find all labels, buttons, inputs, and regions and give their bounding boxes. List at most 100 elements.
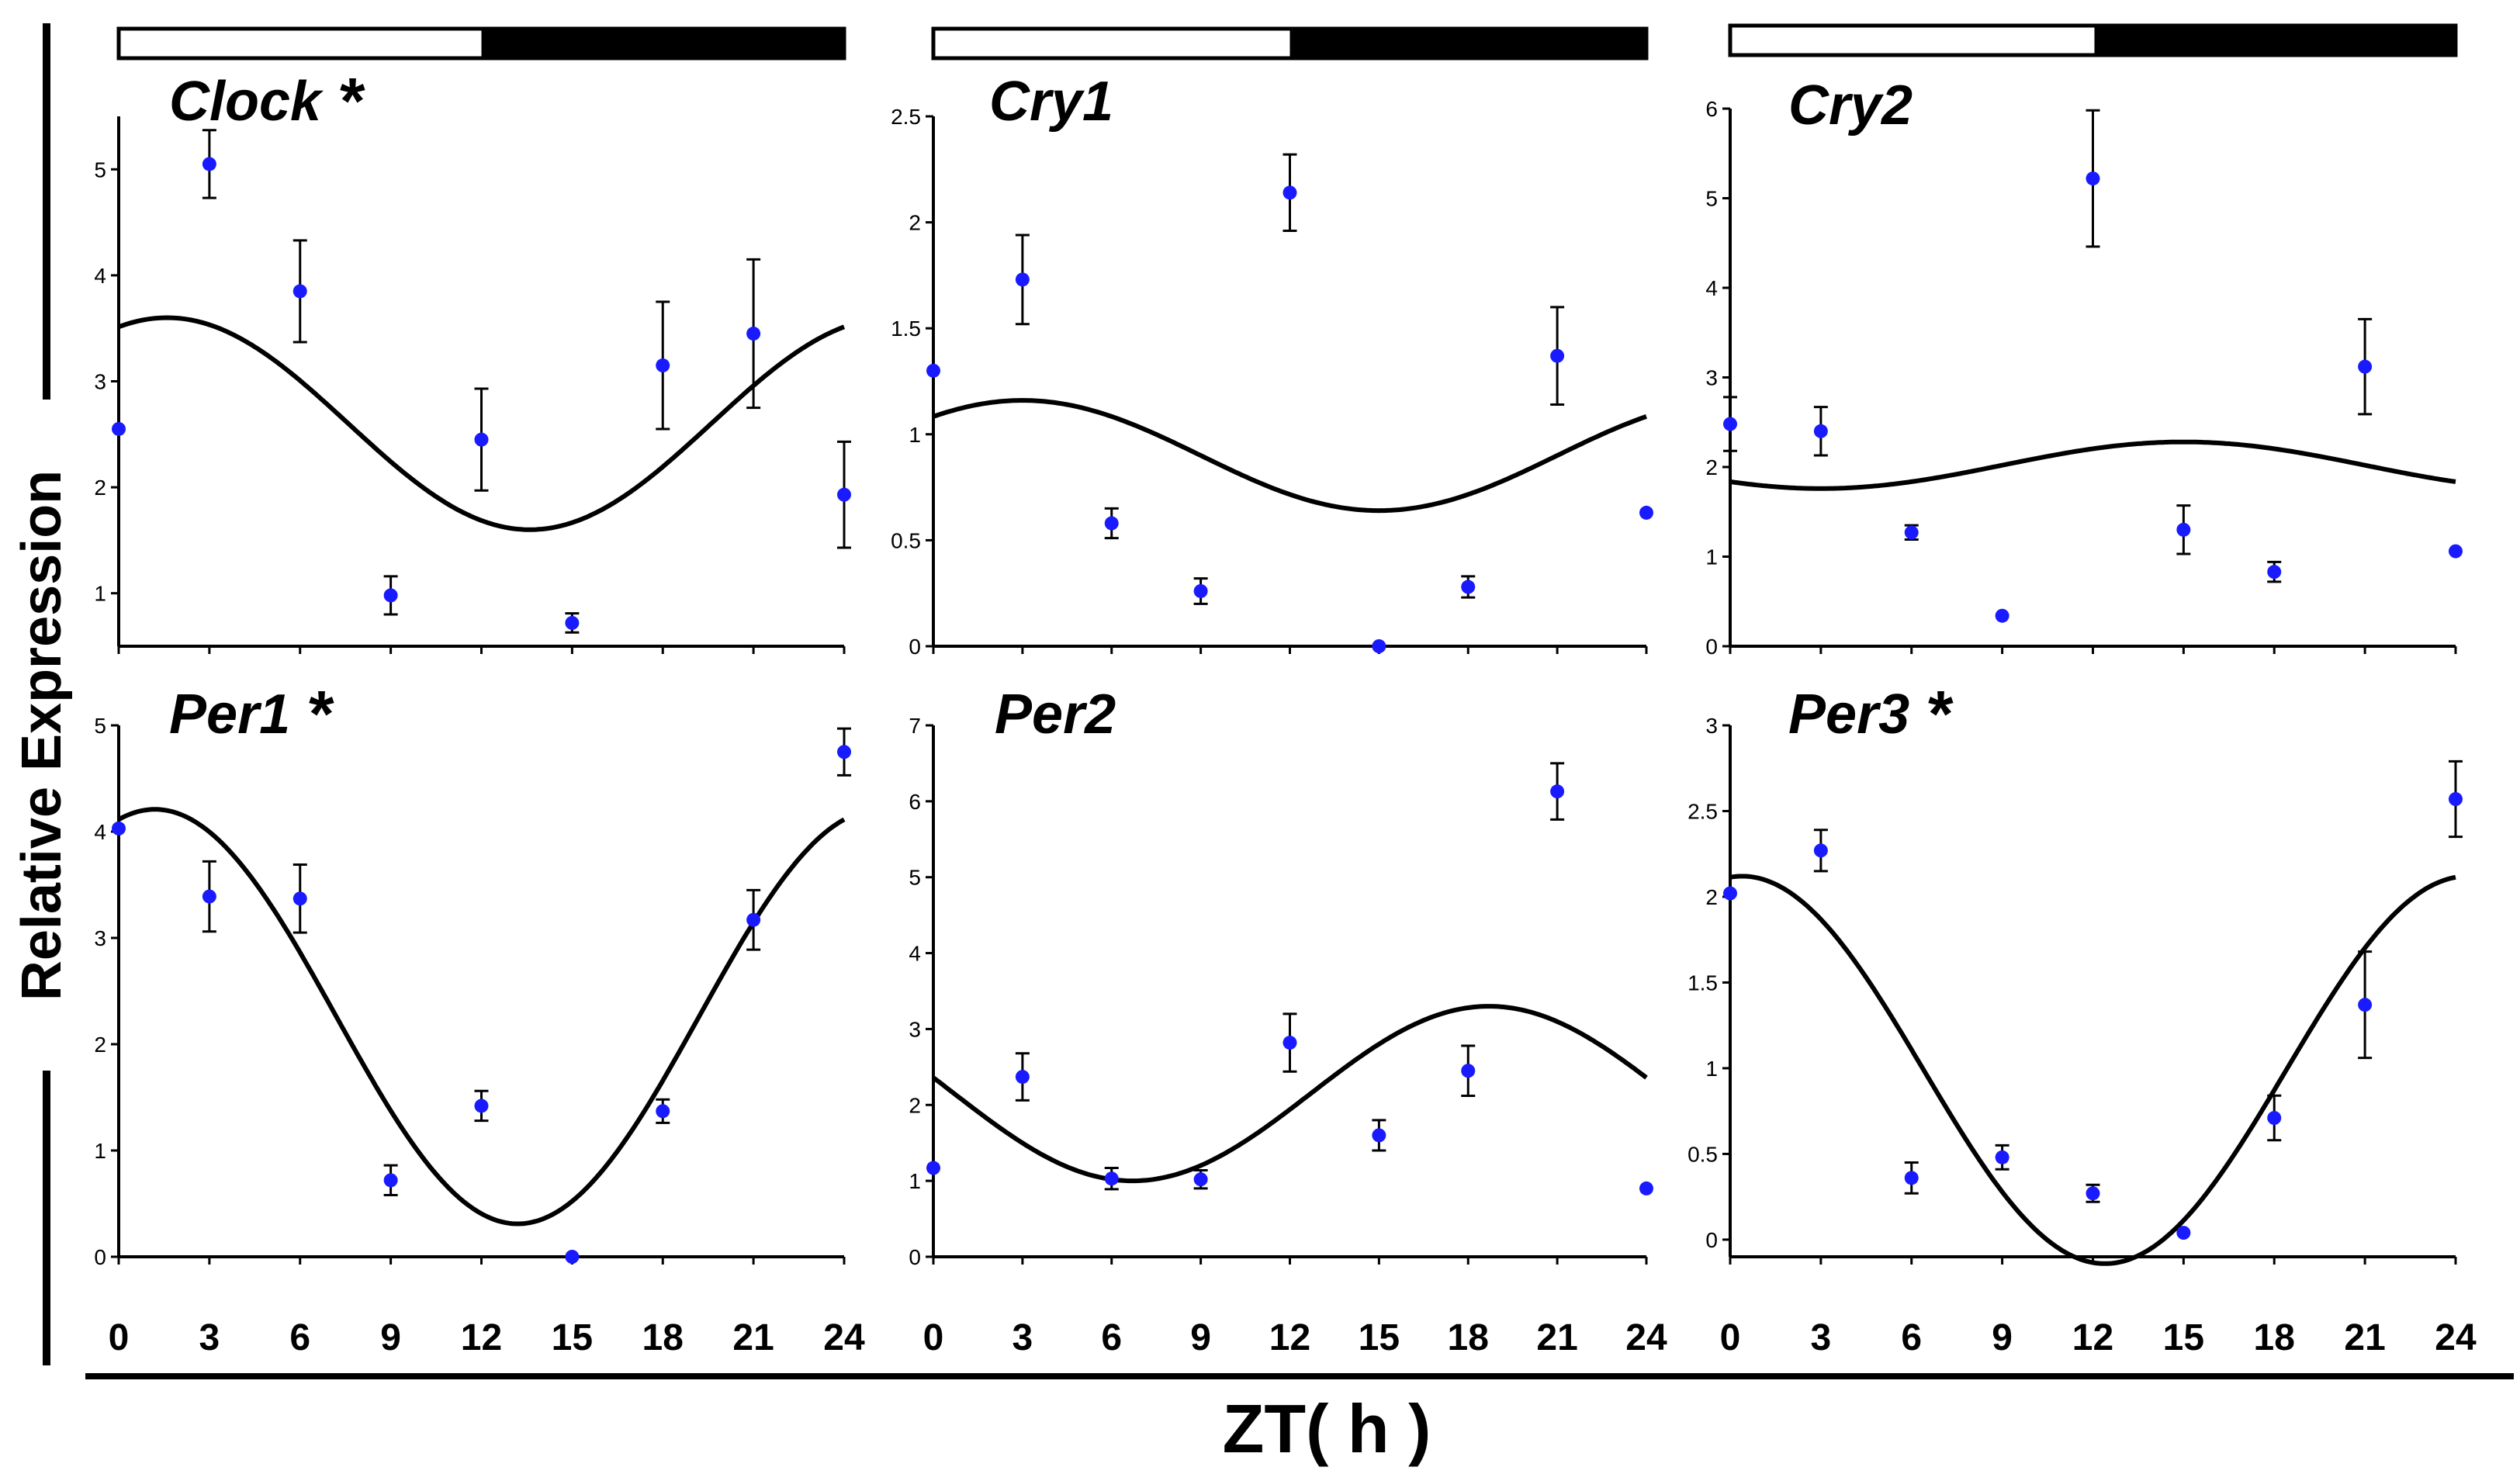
light-dark-bar-1 [116,26,846,61]
y-tick-label: 2 [909,211,921,235]
y-tick-label: 4 [909,942,921,966]
panel-cry1: 0 0.5 1 1.5 2 2.5 Cry1 [891,71,1653,659]
panel-clock: 1 2 3 4 5 Clock * [94,64,851,654]
y-tick-label: 3 [909,1017,921,1041]
data-point [2449,544,2463,559]
y-tick-label: 2 [94,476,106,500]
y-tick-label: 0.5 [1688,1142,1718,1166]
y-tick-label: 5 [1705,187,1718,211]
fit-curve [932,1004,1648,1184]
y-tick-label: 1.5 [891,317,921,341]
y-tick-label: 2 [1705,885,1718,909]
data-point [112,421,126,436]
data-point [383,588,398,603]
dark-phase-1 [481,26,846,61]
y-tick-label: 4 [94,264,106,288]
data-point [1372,1128,1386,1143]
data-point [1813,424,1828,438]
data-point [2267,1111,2282,1126]
x-tick-label: 18 [642,1317,684,1358]
fit-curve [933,398,1647,514]
data-point [383,1173,398,1188]
data-point [1461,1064,1476,1078]
y-tick-label: 3 [1705,366,1718,390]
y-tick-label: 4 [94,820,106,844]
data-point [2176,1226,2191,1240]
light-dark-bar-2 [931,26,1649,61]
data-point [565,1250,580,1264]
x-tick-label: 0 [1720,1317,1741,1358]
fit-curve [117,807,846,1227]
data-point [474,432,489,447]
panel-title: Cry1 [989,71,1113,133]
y-tick-label: 0 [909,1245,921,1269]
x-tick-label: 12 [461,1317,502,1358]
data-point [1995,608,2009,623]
x-tick-label: 15 [1359,1317,1400,1358]
y-tick-label: 2 [94,1033,106,1057]
data-point [1904,1171,1919,1185]
data-point [2358,359,2373,374]
data-point [1015,272,1030,287]
y-tick-label: 1 [909,423,921,447]
x-tick-label: 12 [2072,1317,2113,1358]
x-tick-label: 3 [199,1317,220,1358]
data-point [656,358,670,373]
y-axis-label: Relative Expression [11,470,73,1001]
data-point [565,615,580,630]
data-point [1193,1172,1208,1187]
y-tick-label: 1 [909,1169,921,1193]
data-point [292,284,307,299]
light-phase-3 [1728,23,2099,57]
x-tick-label: 24 [2435,1317,2477,1358]
y-tick-label: 6 [909,790,921,814]
data-point [837,487,851,502]
y-tick-label: 0.5 [891,528,921,552]
data-point [926,363,940,378]
data-point [1904,525,1919,540]
data-point [2176,522,2191,537]
x-tick-label: 21 [1536,1317,1577,1358]
data-point [1372,639,1386,653]
x-tick-label: 18 [1448,1317,1489,1358]
fit-curve [1729,874,2456,1266]
y-tick-label: 2 [909,1093,921,1117]
panel-title: Per2 [995,683,1116,746]
significance-star: * [1928,677,1954,750]
data-point [1015,1070,1030,1085]
data-point [2086,1186,2100,1201]
data-point [926,1161,940,1175]
y-tick-label: 1 [94,1139,106,1163]
x-tick-label: 0 [923,1317,944,1358]
fit-curve [117,315,846,532]
y-tick-label: 3 [94,926,106,950]
data-point [2449,792,2463,807]
x-tick-label: 24 [1625,1317,1667,1358]
data-point [474,1099,489,1113]
data-point [1995,1150,2009,1164]
data-point [1639,505,1653,520]
y-tick-label: 0 [1705,635,1718,659]
x-tick-label: 6 [1101,1317,1122,1358]
panel-title: Clock [169,71,324,133]
panel-per3: 0 0.5 1 1.5 2 2.5 3 0 3 6 9 12 15 18 21 24 Per3 * [1688,677,2477,1358]
x-tick-label: 24 [823,1317,865,1358]
y-tick-label: 1.5 [1688,971,1718,995]
data-point [1282,185,1297,200]
x-tick-label: 15 [552,1317,593,1358]
x-tick-label: 12 [1269,1317,1310,1358]
data-point [2086,171,2100,186]
y-tick-label: 0 [1705,1228,1718,1252]
x-tick-label: 9 [1190,1317,1211,1358]
y-tick-label: 4 [1705,276,1718,300]
panel-title: Per1 [169,683,290,746]
x-tick-label: 6 [289,1317,310,1358]
data-point [746,912,761,927]
data-point [1723,886,1737,901]
data-point [292,891,307,906]
y-tick-label: 7 [909,714,921,738]
y-tick-label: 0 [909,635,921,659]
